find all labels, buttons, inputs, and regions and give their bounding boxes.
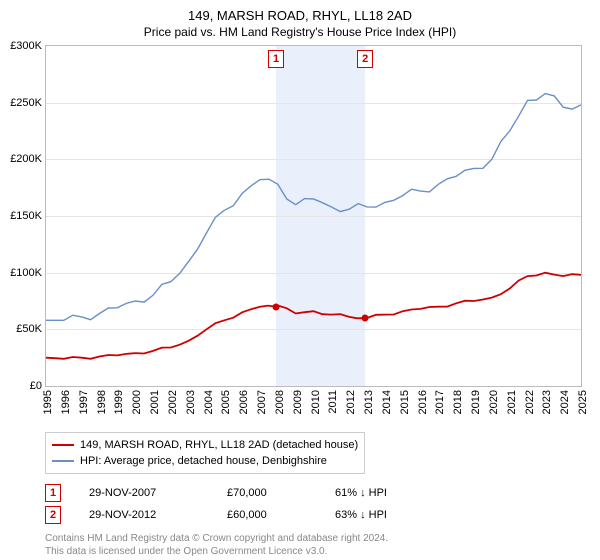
chart-subtitle: Price paid vs. HM Land Registry's House … <box>0 23 600 45</box>
copyright: Contains HM Land Registry data © Crown c… <box>45 532 582 558</box>
x-axis-label: 2021 <box>506 390 518 414</box>
legend-label: 149, MARSH ROAD, RHYL, LL18 2AD (detache… <box>80 437 358 453</box>
y-axis-label: £50K <box>16 323 42 335</box>
y-axis-label: £300K <box>10 40 42 52</box>
x-axis-label: 2008 <box>274 390 286 414</box>
x-axis-label: 2007 <box>256 390 268 414</box>
y-axis-label: £0 <box>30 380 42 392</box>
x-axis-label: 2013 <box>363 390 375 414</box>
sale-row-marker: 2 <box>45 506 61 524</box>
legend-swatch <box>52 444 74 446</box>
x-axis-label: 1999 <box>113 390 125 414</box>
y-axis-label: £250K <box>10 97 42 109</box>
y-axis-label: £200K <box>10 153 42 165</box>
x-axis-label: 2020 <box>488 390 500 414</box>
chart-title: 149, MARSH ROAD, RHYL, LL18 2AD <box>0 0 600 23</box>
legend-row: HPI: Average price, detached house, Denb… <box>52 453 358 469</box>
x-axis-label: 2015 <box>399 390 411 414</box>
x-axis-label: 1996 <box>60 390 72 414</box>
x-axis-label: 2011 <box>327 390 339 414</box>
sale-date: 29-NOV-2012 <box>89 504 199 526</box>
sale-diff: 61% ↓ HPI <box>335 482 425 504</box>
series-hpi <box>46 94 581 321</box>
chart-lines <box>46 46 581 386</box>
legend-label: HPI: Average price, detached house, Denb… <box>80 453 327 469</box>
copyright-line1: Contains HM Land Registry data © Crown c… <box>45 532 582 545</box>
x-axis-label: 1995 <box>42 390 54 414</box>
x-axis-label: 2003 <box>185 390 197 414</box>
series-property <box>46 273 581 359</box>
x-axis-label: 2012 <box>345 390 357 414</box>
sale-point <box>362 315 369 322</box>
x-axis-label: 2009 <box>292 390 304 414</box>
x-axis-label: 2006 <box>238 390 250 414</box>
x-axis-label: 2000 <box>131 390 143 414</box>
sale-diff: 63% ↓ HPI <box>335 504 425 526</box>
x-axis-label: 2001 <box>149 390 161 414</box>
sale-price: £70,000 <box>227 482 307 504</box>
x-axis-label: 2019 <box>470 390 482 414</box>
sale-row: 2 29-NOV-2012 £60,000 63% ↓ HPI <box>45 504 582 526</box>
chart-footer: 149, MARSH ROAD, RHYL, LL18 2AD (detache… <box>45 432 582 558</box>
chart-plot-area: £0£50K£100K£150K£200K£250K£300K199519961… <box>45 45 582 387</box>
x-axis-label: 2024 <box>559 390 571 414</box>
y-axis-label: £150K <box>10 210 42 222</box>
x-axis-label: 2004 <box>203 390 215 414</box>
x-axis-label: 1998 <box>96 390 108 414</box>
x-axis-label: 1997 <box>78 390 90 414</box>
copyright-line2: This data is licensed under the Open Gov… <box>45 545 582 558</box>
chart-container: 149, MARSH ROAD, RHYL, LL18 2AD Price pa… <box>0 0 600 560</box>
legend-row: 149, MARSH ROAD, RHYL, LL18 2AD (detache… <box>52 437 358 453</box>
legend-swatch <box>52 460 74 462</box>
sales-table: 1 29-NOV-2007 £70,000 61% ↓ HPI 2 29-NOV-2012… <box>45 482 582 526</box>
sale-price: £60,000 <box>227 504 307 526</box>
x-axis-label: 2017 <box>434 390 446 414</box>
x-axis-label: 2023 <box>541 390 553 414</box>
sale-row: 1 29-NOV-2007 £70,000 61% ↓ HPI <box>45 482 582 504</box>
x-axis-label: 2002 <box>167 390 179 414</box>
sale-row-marker: 1 <box>45 484 61 502</box>
x-axis-label: 2014 <box>381 390 393 414</box>
x-axis-label: 2025 <box>577 390 589 414</box>
sale-point <box>273 303 280 310</box>
y-axis-label: £100K <box>10 267 42 279</box>
legend: 149, MARSH ROAD, RHYL, LL18 2AD (detache… <box>45 432 365 474</box>
x-axis-label: 2010 <box>310 390 322 414</box>
x-axis-label: 2022 <box>524 390 536 414</box>
x-axis-label: 2016 <box>417 390 429 414</box>
x-axis-label: 2018 <box>452 390 464 414</box>
chart-marker: 1 <box>268 50 284 68</box>
chart-marker: 2 <box>357 50 373 68</box>
x-axis-label: 2005 <box>220 390 232 414</box>
sale-date: 29-NOV-2007 <box>89 482 199 504</box>
